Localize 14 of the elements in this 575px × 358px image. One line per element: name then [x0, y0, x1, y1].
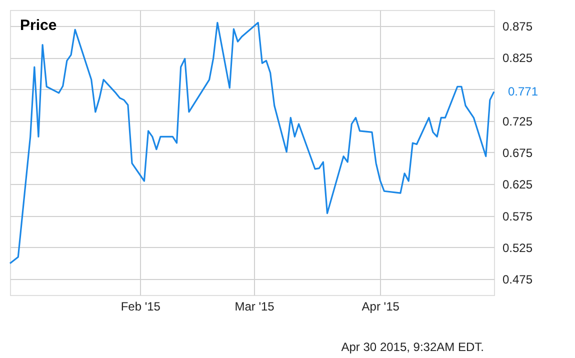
y-tick-label: 0.725 [502, 114, 533, 128]
y-tick-label: 0.475 [502, 272, 533, 287]
y-tick-label: 0.625 [502, 178, 533, 192]
text: Apr 30 2015, 9:32AM EDT. [341, 340, 484, 354]
chart-title: Price [20, 17, 57, 34]
y-tick-label: 0.675 [502, 146, 533, 160]
y-tick-label: 0.525 [502, 241, 533, 255]
y-tick-label: 0.575 [502, 209, 533, 224]
x-tick-label: Feb '15 [120, 300, 161, 314]
data-label: 0.771 [508, 84, 538, 99]
x-tick-label: Mar '15 [234, 300, 275, 314]
x-tick-label: Apr '15 [362, 300, 400, 314]
y-tick-label: 0.875 [502, 19, 533, 34]
y-tick-label: 0.825 [502, 51, 533, 65]
